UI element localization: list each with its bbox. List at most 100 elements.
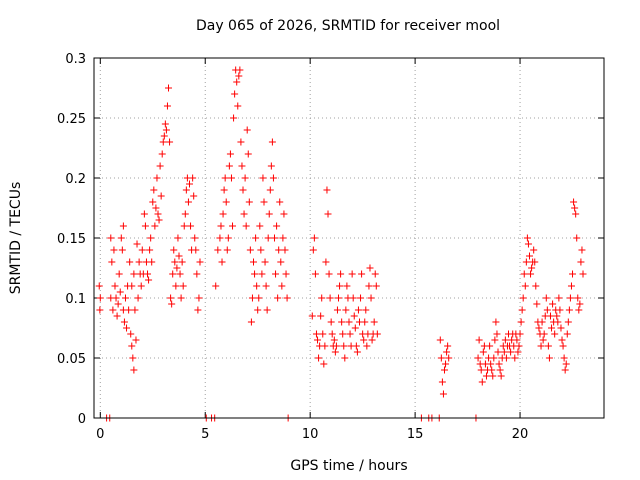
- data-point: [533, 300, 541, 308]
- data-point: [126, 258, 134, 266]
- data-point: [131, 306, 139, 314]
- chart-title: Day 065 of 2026, SRMTID for receiver moo…: [196, 18, 500, 34]
- y-tick-label: 0.15: [57, 232, 86, 247]
- data-point: [563, 330, 571, 338]
- data-point: [351, 324, 359, 332]
- data-point: [437, 354, 445, 362]
- data-point: [172, 282, 180, 290]
- data-point: [341, 354, 349, 362]
- data-point: [167, 294, 175, 302]
- data-point: [311, 270, 319, 278]
- y-tick-label: 0.25: [57, 112, 86, 127]
- data-point: [560, 354, 568, 362]
- x-tick-label: 20: [512, 427, 529, 442]
- data-point: [125, 306, 133, 314]
- data-point: [336, 282, 344, 290]
- data-point: [138, 246, 146, 254]
- data-point: [128, 282, 136, 290]
- data-point: [354, 306, 362, 314]
- data-point: [488, 366, 496, 374]
- data-point: [346, 330, 354, 338]
- data-point: [257, 246, 265, 254]
- data-point: [157, 192, 165, 200]
- data-point: [214, 246, 222, 254]
- data-point: [129, 354, 137, 362]
- data-point: [530, 246, 538, 254]
- data-point: [173, 264, 181, 272]
- data-point: [542, 294, 550, 302]
- data-point: [137, 282, 145, 290]
- data-point: [322, 258, 330, 266]
- data-point: [492, 318, 500, 326]
- data-point: [566, 294, 574, 302]
- data-point: [196, 258, 204, 266]
- data-point: [368, 336, 376, 344]
- data-point: [487, 360, 495, 368]
- data-point: [109, 306, 117, 314]
- data-point: [328, 330, 336, 338]
- data-point: [222, 198, 230, 206]
- data-point: [342, 306, 350, 314]
- data-point: [140, 210, 148, 218]
- data-point: [159, 138, 167, 146]
- data-point: [247, 318, 255, 326]
- data-point: [556, 306, 564, 314]
- data-point: [496, 366, 504, 374]
- data-point: [370, 318, 378, 326]
- x-axis-label: GPS time / hours: [290, 458, 407, 474]
- data-point: [123, 324, 131, 332]
- data-point: [114, 300, 122, 308]
- data-point: [268, 138, 276, 146]
- data-point: [133, 240, 141, 248]
- x-tick-label: 5: [201, 427, 209, 442]
- data-point: [367, 294, 375, 302]
- data-point: [559, 342, 567, 350]
- data-point: [238, 162, 246, 170]
- data-point: [153, 174, 161, 182]
- data-point: [349, 294, 357, 302]
- data-point: [577, 258, 585, 266]
- data-point: [270, 234, 278, 242]
- data-point: [350, 312, 358, 320]
- y-tick-label: 0.3: [65, 52, 86, 67]
- data-point: [195, 294, 203, 302]
- data-point: [275, 246, 283, 254]
- data-point: [438, 378, 446, 386]
- data-point: [217, 222, 225, 230]
- data-point: [567, 282, 575, 290]
- data-point: [273, 222, 281, 230]
- data-point: [562, 360, 570, 368]
- data-point: [174, 234, 182, 242]
- data-point: [277, 258, 285, 266]
- data-point: [479, 348, 487, 356]
- data-point: [515, 342, 523, 350]
- data-point: [220, 186, 228, 194]
- data-point: [527, 270, 535, 278]
- data-point: [146, 246, 154, 254]
- data-point: [182, 186, 190, 194]
- data-point: [145, 276, 153, 284]
- data-point: [518, 306, 526, 314]
- data-point: [223, 246, 231, 254]
- data-point: [317, 312, 325, 320]
- data-point: [230, 114, 238, 122]
- data-point: [234, 102, 242, 110]
- data-point: [243, 126, 251, 134]
- data-point: [266, 186, 274, 194]
- data-point: [524, 240, 532, 248]
- data-point: [500, 348, 508, 356]
- data-point: [318, 294, 326, 302]
- data-point: [115, 270, 123, 278]
- data-point: [362, 306, 370, 314]
- data-point: [162, 126, 170, 134]
- data-point: [513, 336, 521, 344]
- data-point: [442, 360, 450, 368]
- data-point: [246, 246, 254, 254]
- data-point: [357, 294, 365, 302]
- data-point: [149, 198, 157, 206]
- data-point: [325, 270, 333, 278]
- data-point: [363, 342, 371, 350]
- data-point: [327, 318, 335, 326]
- data-point: [255, 294, 263, 302]
- data-point: [219, 210, 227, 218]
